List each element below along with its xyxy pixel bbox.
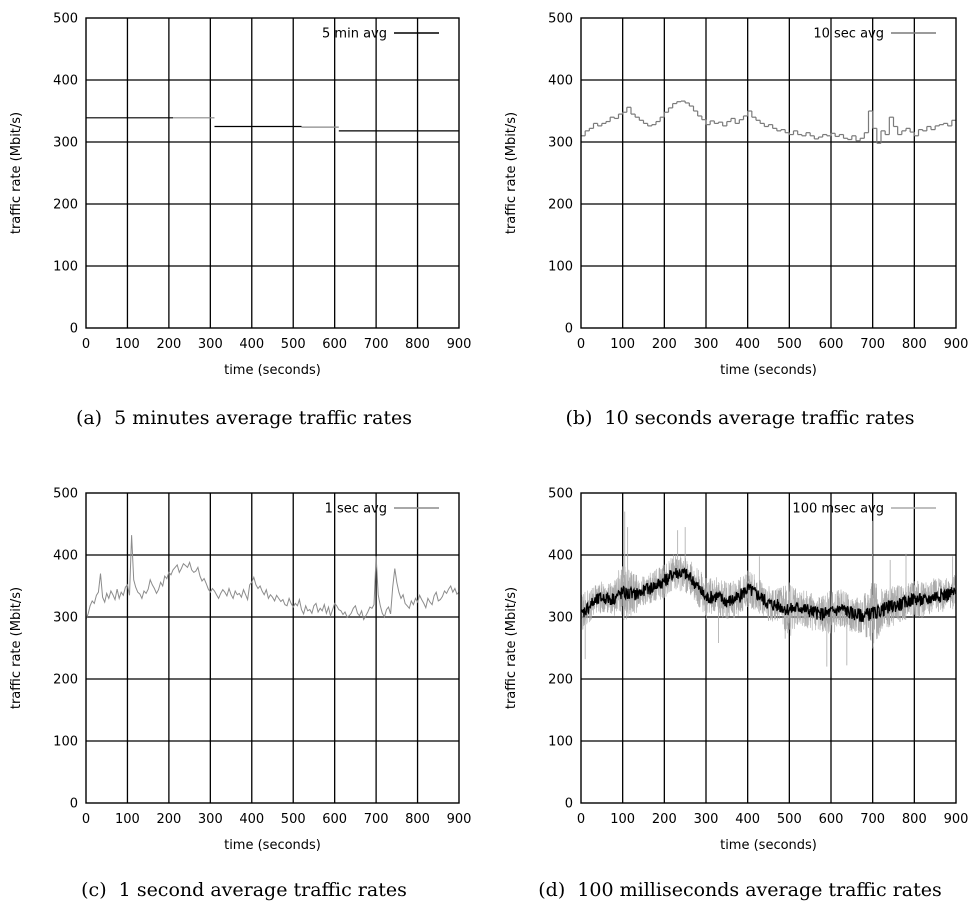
x-tick-label: 0 [82, 337, 90, 352]
x-axis-label: time (seconds) [224, 363, 321, 378]
x-tick-label: 800 [902, 337, 927, 352]
x-tick-label: 900 [944, 812, 969, 827]
y-tick-label: 300 [548, 136, 573, 151]
y-tick-label: 500 [548, 487, 573, 502]
x-tick-label: 300 [694, 337, 719, 352]
y-tick-label: 200 [53, 198, 78, 213]
y-tick-label: 300 [53, 611, 78, 626]
series-line-mean [580, 567, 957, 623]
y-tick-label: 0 [70, 322, 78, 337]
plot-frame [580, 17, 957, 329]
x-tick-label: 700 [860, 337, 885, 352]
x-tick-label: 600 [322, 812, 347, 827]
y-tick-label: 200 [53, 673, 78, 688]
x-tick-label: 200 [652, 812, 677, 827]
y-tick-label: 500 [548, 12, 573, 27]
y-tick-label: 100 [53, 260, 78, 275]
x-tick-label: 500 [777, 812, 802, 827]
y-axis-label: traffic rate (Mbit/s) [504, 587, 519, 709]
x-tick-label: 300 [198, 337, 223, 352]
panel-caption: (d) 100 milliseconds average traffic rat… [538, 879, 941, 901]
legend-label: 1 sec avg [325, 502, 387, 517]
x-tick-label: 400 [239, 337, 264, 352]
x-tick-label: 800 [405, 337, 430, 352]
plot-frame [85, 17, 460, 329]
y-axis-label: traffic rate (Mbit/s) [9, 112, 24, 234]
x-tick-label: 900 [447, 812, 472, 827]
chart-panel-d: 100 msec avg 0 100 200 300 400 500 600 700 800 900… [504, 487, 968, 902]
y-tick-label: 200 [548, 198, 573, 213]
x-axis-label: time (seconds) [720, 838, 817, 853]
x-tick-label: 300 [694, 812, 719, 827]
x-tick-label: 800 [902, 812, 927, 827]
y-tick-label: 300 [53, 136, 78, 151]
y-tick-label: 0 [565, 797, 573, 812]
x-tick-label: 0 [577, 812, 585, 827]
x-tick-label: 400 [735, 812, 760, 827]
x-tick-label: 900 [944, 337, 969, 352]
y-tick-label: 200 [548, 673, 573, 688]
x-tick-label: 0 [82, 812, 90, 827]
y-tick-label: 500 [53, 12, 78, 27]
x-tick-label: 600 [819, 812, 844, 827]
y-tick-label: 400 [53, 74, 78, 89]
x-tick-label: 100 [115, 812, 140, 827]
x-tick-label: 200 [652, 337, 677, 352]
series-line-samples [580, 554, 957, 649]
x-tick-label: 100 [115, 337, 140, 352]
x-tick-label: 100 [610, 812, 635, 827]
x-tick-label: 600 [819, 337, 844, 352]
x-tick-label: 700 [364, 812, 389, 827]
x-tick-label: 100 [610, 337, 635, 352]
x-tick-label: 300 [198, 812, 223, 827]
x-tick-label: 200 [156, 812, 181, 827]
x-tick-label: 700 [364, 337, 389, 352]
x-tick-label: 800 [405, 812, 430, 827]
series-line [85, 535, 460, 621]
y-tick-label: 100 [548, 260, 573, 275]
x-tick-label: 900 [447, 337, 472, 352]
y-tick-label: 400 [53, 549, 78, 564]
y-tick-label: 0 [70, 797, 78, 812]
plot-frame [580, 492, 957, 804]
x-tick-label: 500 [281, 337, 306, 352]
panel-caption: (b) 10 seconds average traffic rates [565, 407, 914, 429]
y-tick-label: 300 [548, 611, 573, 626]
x-tick-label: 700 [860, 812, 885, 827]
y-tick-label: 0 [565, 322, 573, 337]
y-axis-label: traffic rate (Mbit/s) [504, 112, 519, 234]
x-tick-label: 500 [777, 337, 802, 352]
panel-caption: (a) 5 minutes average traffic rates [76, 407, 412, 429]
panel-caption: (c) 1 second average traffic rates [81, 879, 407, 901]
chart-panel-c: 1 sec avg 0 100 200 300 400 500 600 700 800 900 0 10… [9, 487, 471, 902]
x-tick-label: 600 [322, 337, 347, 352]
x-tick-label: 200 [156, 337, 181, 352]
x-tick-label: 0 [577, 337, 585, 352]
x-tick-label: 400 [239, 812, 264, 827]
x-tick-label: 400 [735, 337, 760, 352]
plot-frame [85, 492, 460, 804]
chart-panel-a: 5 min avg 0 100 200 300 400 500 600 700 800 900 0 10… [9, 12, 471, 430]
legend-label: 100 msec avg [792, 502, 884, 517]
legend-label: 5 min avg [322, 27, 387, 42]
y-tick-label: 400 [548, 549, 573, 564]
legend-label: 10 sec avg [813, 27, 884, 42]
y-tick-label: 100 [548, 735, 573, 750]
x-axis-label: time (seconds) [720, 363, 817, 378]
y-tick-label: 100 [53, 735, 78, 750]
chart-panel-b: 10 sec avg 0 100 200 300 400 500 600 700 800 900 0 1… [504, 12, 968, 430]
x-axis-label: time (seconds) [224, 838, 321, 853]
y-tick-label: 500 [53, 487, 78, 502]
x-tick-label: 500 [281, 812, 306, 827]
y-axis-label: traffic rate (Mbit/s) [9, 587, 24, 709]
y-tick-label: 400 [548, 74, 573, 89]
